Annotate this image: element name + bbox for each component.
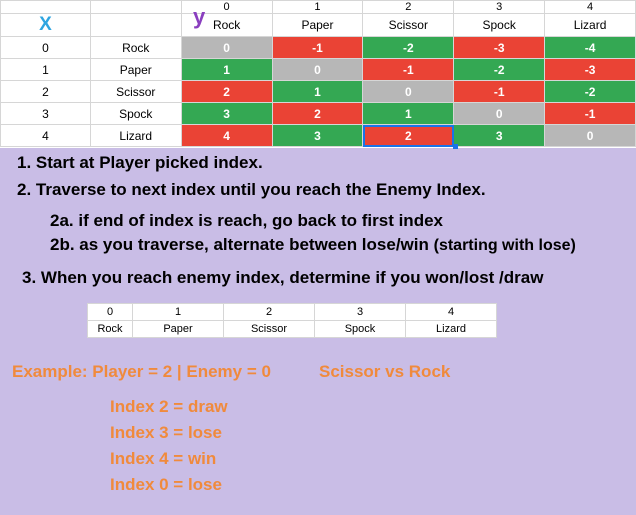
matrix-cell[interactable]: 1 bbox=[180, 58, 273, 81]
matrix-cell[interactable]: -1 bbox=[362, 58, 455, 81]
example-line: Index 4 = win bbox=[110, 449, 217, 468]
mini-index-cell[interactable]: 4 bbox=[405, 303, 497, 321]
matrix-cell[interactable]: 1 bbox=[271, 80, 364, 103]
mini-label-cell[interactable]: Lizard bbox=[405, 320, 497, 338]
fill-handle[interactable] bbox=[453, 144, 458, 149]
matrix-cell[interactable]: 3 bbox=[271, 124, 364, 147]
row-index-cell[interactable]: 4 bbox=[0, 124, 91, 147]
rps-matrix: 0 1 2 3 4 X Rock Paper Scissor Spock Liz… bbox=[0, 0, 636, 147]
col-label-cell[interactable]: Scissor bbox=[362, 13, 455, 37]
step-2: 2. Traverse to next index until you reac… bbox=[17, 180, 486, 199]
x-axis-marker-cell[interactable]: X bbox=[0, 13, 91, 37]
mini-label-cell[interactable]: Paper bbox=[132, 320, 224, 338]
matrix-cell[interactable]: 0 bbox=[544, 124, 636, 147]
mini-index-cell[interactable]: 3 bbox=[314, 303, 406, 321]
row-label-cell[interactable]: Paper bbox=[89, 58, 182, 81]
mini-index-cell[interactable]: 0 bbox=[87, 303, 133, 321]
matrix-label-row: X Rock Paper Scissor Spock Lizard bbox=[0, 13, 636, 37]
matrix-row: 2 Scissor 2 1 0 -1 -2 bbox=[0, 80, 636, 103]
matrix-row: 4 Lizard 4 3 2 3 0 bbox=[0, 124, 636, 147]
matrix-cell[interactable]: -1 bbox=[271, 36, 364, 59]
matrix-cell[interactable]: -3 bbox=[453, 36, 546, 59]
col-index-cell[interactable]: 1 bbox=[271, 0, 364, 14]
col-index-cell[interactable]: 4 bbox=[544, 0, 636, 14]
matrix-row: 1 Paper 1 0 -1 -2 -3 bbox=[0, 58, 636, 81]
matrix-cell[interactable]: 0 bbox=[453, 102, 546, 125]
step-2b-text: 2b. as you traverse, alternate between l… bbox=[50, 235, 429, 254]
y-axis-marker: y bbox=[193, 4, 206, 29]
example-line: Index 0 = lose bbox=[110, 475, 222, 494]
matrix-cell[interactable]: -1 bbox=[453, 80, 546, 103]
step-2a: 2a. if end of index is reach, go back to… bbox=[50, 211, 443, 230]
matrix-cell[interactable]: 0 bbox=[362, 80, 455, 103]
mini-label-cell[interactable]: Spock bbox=[314, 320, 406, 338]
matrix-cell[interactable]: -4 bbox=[544, 36, 636, 59]
example-heading: Example: Player = 2 | Enemy = 0 bbox=[12, 362, 271, 381]
selected-matrix-cell[interactable]: 2 bbox=[362, 124, 455, 147]
step-1: 1. Start at Player picked index. bbox=[17, 153, 263, 172]
matrix-cell[interactable]: -3 bbox=[544, 58, 636, 81]
matrix-cell[interactable]: 1 bbox=[362, 102, 455, 125]
row-index-cell[interactable]: 3 bbox=[0, 102, 91, 125]
mini-label-cell[interactable]: Scissor bbox=[223, 320, 315, 338]
mini-label-cell[interactable]: Rock bbox=[87, 320, 133, 338]
step-3: 3. When you reach enemy index, determine… bbox=[22, 268, 544, 287]
matrix-blank[interactable] bbox=[89, 0, 182, 14]
row-index-cell[interactable]: 0 bbox=[0, 36, 91, 59]
example-line: Index 3 = lose bbox=[110, 423, 222, 442]
col-label-cell[interactable]: Lizard bbox=[544, 13, 636, 37]
row-index-cell[interactable]: 2 bbox=[0, 80, 91, 103]
matrix-cell[interactable]: -2 bbox=[453, 58, 546, 81]
col-label-cell[interactable]: Spock bbox=[453, 13, 546, 37]
matrix-cell[interactable]: 0 bbox=[180, 36, 273, 59]
row-label-cell[interactable]: Rock bbox=[89, 36, 182, 59]
example-matchup: Scissor vs Rock bbox=[319, 362, 451, 381]
mini-label-row: Rock Paper Scissor Spock Lizard bbox=[87, 320, 497, 338]
index-reference-table: 0 1 2 3 4 Rock Paper Scissor Spock Lizar… bbox=[87, 303, 497, 338]
mini-index-cell[interactable]: 1 bbox=[132, 303, 224, 321]
matrix-index-row: 0 1 2 3 4 bbox=[0, 0, 636, 14]
mini-index-row: 0 1 2 3 4 bbox=[87, 303, 497, 321]
matrix-cell[interactable]: 4 bbox=[180, 124, 273, 147]
matrix-cell[interactable]: -2 bbox=[362, 36, 455, 59]
matrix-cell[interactable]: 0 bbox=[271, 58, 364, 81]
row-label-cell[interactable]: Scissor bbox=[89, 80, 182, 103]
matrix-cell[interactable]: 3 bbox=[180, 102, 273, 125]
row-label-cell[interactable]: Spock bbox=[89, 102, 182, 125]
matrix-blank[interactable] bbox=[89, 13, 182, 37]
matrix-corner[interactable] bbox=[0, 0, 91, 14]
matrix-cell[interactable]: 2 bbox=[180, 80, 273, 103]
matrix-cell[interactable]: -2 bbox=[544, 80, 636, 103]
matrix-cell[interactable]: -1 bbox=[544, 102, 636, 125]
col-index-cell[interactable]: 3 bbox=[453, 0, 546, 14]
row-index-cell[interactable]: 1 bbox=[0, 58, 91, 81]
mini-index-cell[interactable]: 2 bbox=[223, 303, 315, 321]
matrix-row: 0 Rock 0 -1 -2 -3 -4 bbox=[0, 36, 636, 59]
example-line: Index 2 = draw bbox=[110, 397, 228, 416]
matrix-cell[interactable]: 2 bbox=[271, 102, 364, 125]
matrix-row: 3 Spock 3 2 1 0 -1 bbox=[0, 102, 636, 125]
row-label-cell[interactable]: Lizard bbox=[89, 124, 182, 147]
col-index-cell[interactable]: 2 bbox=[362, 0, 455, 14]
step-2b-note: (starting with lose) bbox=[433, 237, 576, 254]
matrix-cell[interactable]: 3 bbox=[453, 124, 546, 147]
step-2b: 2b. as you traverse, alternate between l… bbox=[50, 235, 576, 255]
x-axis-marker: X bbox=[39, 14, 52, 36]
col-label-cell[interactable]: Paper bbox=[271, 13, 364, 37]
